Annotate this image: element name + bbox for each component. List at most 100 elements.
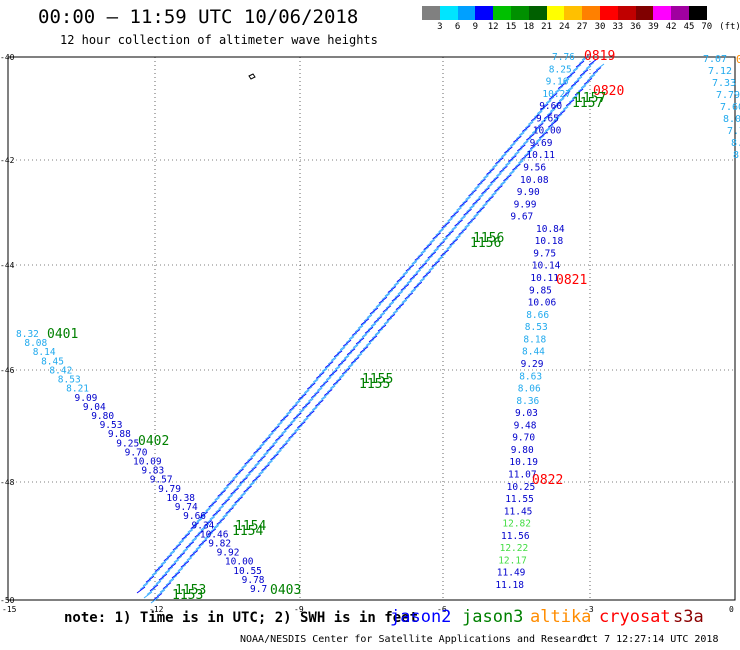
swh-value: 9.48 — [514, 420, 537, 431]
swath-tick — [433, 244, 442, 252]
swath-tick — [455, 231, 464, 239]
swath-tick — [426, 239, 435, 247]
swath-tick — [447, 214, 456, 222]
swath-tick — [368, 335, 378, 343]
swath-tick — [475, 194, 484, 202]
swath-tick — [459, 200, 468, 208]
swath-tick — [556, 110, 566, 117]
swh-value: 8.18 — [523, 334, 546, 345]
swath-tick — [564, 87, 574, 94]
swath-tick — [333, 350, 343, 358]
pass-time-label: 0822 — [532, 473, 563, 488]
swath-tick — [413, 281, 423, 289]
swath-tick — [269, 441, 278, 449]
map-title: 00:00 – 11:59 UTC 10/06/2018 — [38, 6, 359, 28]
swath-tick — [444, 218, 453, 225]
swath-tick — [537, 119, 547, 127]
swath-tick — [221, 498, 230, 506]
swath-tick — [407, 289, 417, 296]
swath-tick — [336, 346, 346, 354]
swath-tick — [359, 346, 369, 353]
swath-tick — [341, 367, 351, 375]
swath-tick — [511, 151, 520, 159]
swath-tick — [146, 588, 156, 595]
lat-tick-label: -40 — [0, 53, 15, 62]
swh-value-left: 8.42 — [49, 365, 72, 376]
swath-tick — [187, 525, 197, 533]
swath-tick — [504, 146, 513, 154]
jason3-swath-diagonal — [136, 53, 605, 604]
swh-value: 7.76 — [552, 52, 575, 63]
swath-tick — [483, 171, 492, 179]
swath-tick — [468, 189, 477, 197]
swath-tick — [354, 325, 364, 333]
swh-value-right: 7.7 — [727, 126, 740, 137]
swh-value-right: 7.79 — [716, 90, 740, 101]
swath-tick — [539, 103, 549, 111]
swath-tick — [409, 273, 419, 280]
swath-tick — [551, 89, 561, 97]
swath-tick — [467, 217, 476, 225]
swath-tick — [466, 205, 475, 213]
swath-tick — [487, 180, 496, 187]
swath-tick — [200, 523, 210, 531]
swath-tick — [310, 391, 320, 399]
swath-tick — [399, 271, 409, 279]
swath-tick — [381, 293, 391, 301]
swath-tick — [306, 410, 315, 418]
swath-tick — [417, 250, 427, 258]
swh-value: 10.18 — [535, 236, 564, 247]
swath-tick — [219, 514, 228, 522]
swath-tick — [435, 228, 444, 236]
swath-tick — [235, 468, 244, 476]
swath-tick — [527, 145, 536, 153]
swath-tick — [178, 536, 188, 544]
colorbar-swatch — [439, 6, 458, 20]
swath-tick — [323, 389, 333, 396]
colorbar-label: 70 — [701, 22, 713, 32]
swh-value: 11.49 — [497, 568, 526, 579]
swath-tick — [448, 226, 457, 234]
swath-tick — [479, 203, 488, 210]
swath-tick — [230, 487, 239, 495]
swath-tick — [329, 382, 339, 389]
swh-value: 8.66 — [526, 310, 549, 321]
swh-value: 10.11 — [530, 273, 559, 284]
swath-tick — [375, 300, 385, 308]
swh-value-right: 7.60 — [720, 102, 740, 113]
swath-tick — [361, 330, 371, 338]
swath-tick — [524, 121, 534, 129]
swath-tick — [290, 416, 299, 424]
swath-tick — [245, 470, 254, 477]
swath-tick — [371, 331, 381, 339]
swh-value-right: 8. — [731, 138, 740, 149]
swath-tick — [540, 115, 550, 123]
swath-tick — [380, 321, 390, 328]
swath-tick — [387, 286, 397, 293]
swh-value: 9.70 — [512, 433, 535, 444]
swh-value: 11.07 — [508, 469, 537, 480]
colorbar-swatch — [635, 6, 654, 20]
swh-value: 10.84 — [536, 224, 565, 235]
swath-tick — [312, 403, 321, 411]
swath-tick — [367, 323, 377, 331]
swath-tick — [432, 232, 441, 240]
pass-time-label: 1155 — [362, 372, 393, 387]
swath-tick — [465, 193, 474, 200]
swath-tick — [153, 593, 163, 600]
swath-tick — [562, 102, 572, 110]
swath-tick — [324, 361, 334, 368]
swath-tick — [303, 386, 313, 394]
swh-value: 12.17 — [498, 555, 527, 566]
swh-value: 8.25 — [549, 64, 572, 75]
swath-tick — [263, 448, 272, 456]
swath-tick — [383, 317, 393, 325]
swath-tick — [295, 397, 304, 404]
colorbar-label: 12 — [487, 22, 499, 32]
swath-tick — [486, 168, 495, 175]
swath-tick — [265, 432, 274, 440]
swath-tick — [256, 443, 265, 451]
swath-tick — [576, 72, 586, 80]
swath-tick — [273, 449, 282, 457]
swath-tick — [213, 521, 222, 529]
